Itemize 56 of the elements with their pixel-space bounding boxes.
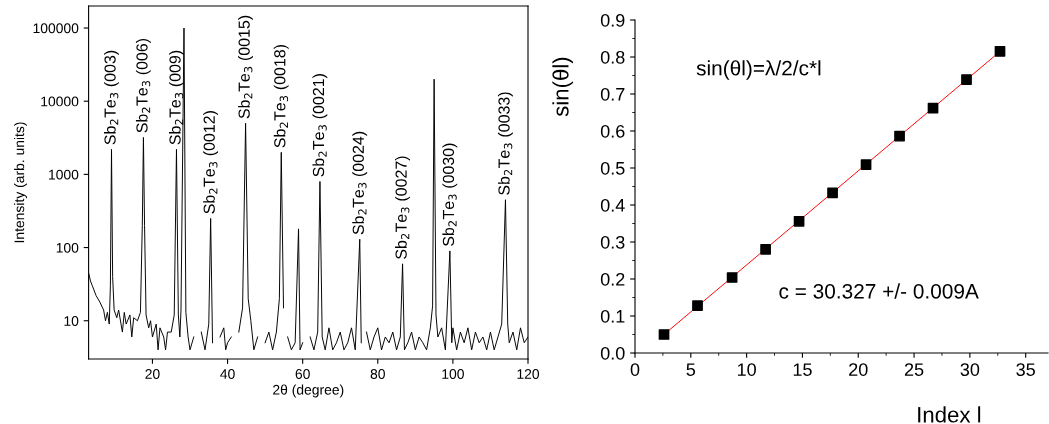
- x-tick-label: 30: [960, 363, 980, 376]
- y-tick-label: 0.3: [600, 235, 625, 249]
- y-tick-label: 0.7: [600, 87, 625, 101]
- annotation: Sb$_{2}$Te$_{3}$ (0024): [352, 131, 368, 235]
- y-axis-title: Intensity (arb. units): [14, 122, 27, 243]
- y-tick-label: 100000: [33, 23, 79, 34]
- y-tick-label: 0.0: [600, 346, 625, 360]
- annotation: Sb$_{2}$Te$_{3}$ (0033): [497, 92, 513, 195]
- point: [760, 244, 771, 255]
- point: [827, 187, 838, 199]
- x-axis-title: Index l: [918, 406, 981, 423]
- point: [894, 130, 905, 142]
- y-tick-label: 0.1: [600, 309, 625, 323]
- x-tick-label: 20: [849, 363, 868, 376]
- annotation: Sb$_{2}$Te$_{3}$ (0030): [442, 143, 458, 247]
- x-tick-label: 80: [370, 369, 385, 379]
- annotation: c = 30.327 +/- 0.009A: [779, 283, 979, 299]
- x-tick-label: 100: [442, 369, 464, 379]
- annotation: Sb$_{2}$Te$_{3}$ (0021): [312, 74, 328, 177]
- y-tick-label: 0.4: [600, 198, 625, 212]
- y-tick-label: 0.5: [600, 161, 625, 175]
- point: [994, 46, 1006, 57]
- point: [860, 159, 872, 171]
- annotation: Sb$_{2}$Te$_{3}$ (0018): [273, 44, 289, 148]
- y-tick-label: 0.9: [600, 13, 625, 27]
- y-tick-label: 1000: [49, 169, 79, 180]
- x-tick-label: 35: [1016, 363, 1035, 376]
- x-tick-label: 5: [686, 363, 696, 376]
- point: [726, 272, 738, 283]
- point: [692, 300, 703, 311]
- point: [961, 74, 972, 85]
- x-tick-label: 10: [737, 363, 756, 376]
- x-tick-label: 25: [904, 363, 924, 376]
- annotation: Sb$_{2}$Te$_{3}$ (003): [104, 50, 119, 145]
- annotation: Sb$_{2}$Te$_{3}$ (009): [168, 50, 184, 145]
- annotation: Sb$_{2}$Te$_{3}$ (0012): [203, 111, 219, 214]
- point: [793, 215, 805, 227]
- annotation: Sb$_{2}$Te$_{3}$ (006): [135, 38, 151, 133]
- x-tick-label: 15: [793, 363, 812, 376]
- y-tick-label: 0.2: [600, 272, 625, 286]
- y-tick-label: 10: [64, 316, 79, 326]
- annotation: Sb$_{2}$Te$_{3}$ (0027): [395, 156, 410, 259]
- y-tick-label: 100: [56, 242, 79, 253]
- x-tick-label: 120: [517, 369, 540, 379]
- y-tick-label: 10000: [41, 96, 79, 107]
- x-tick-label: 60: [295, 369, 310, 379]
- point: [658, 329, 670, 340]
- x-tick-label: 20: [145, 369, 160, 379]
- annotation: Sb$_{2}$Te$_{3}$ (0015): [238, 15, 253, 119]
- x-axis-title: 2θ (degree): [273, 384, 344, 398]
- annotation: sin(θl)=λ/2/c*l: [696, 60, 821, 80]
- x-tick-label: 0: [630, 363, 640, 376]
- x-tick-label: 40: [220, 369, 235, 379]
- y-axis-title: sin(θl): [552, 57, 574, 117]
- y-tick-label: 0.8: [600, 50, 625, 64]
- y-tick-label: 0.6: [600, 124, 625, 138]
